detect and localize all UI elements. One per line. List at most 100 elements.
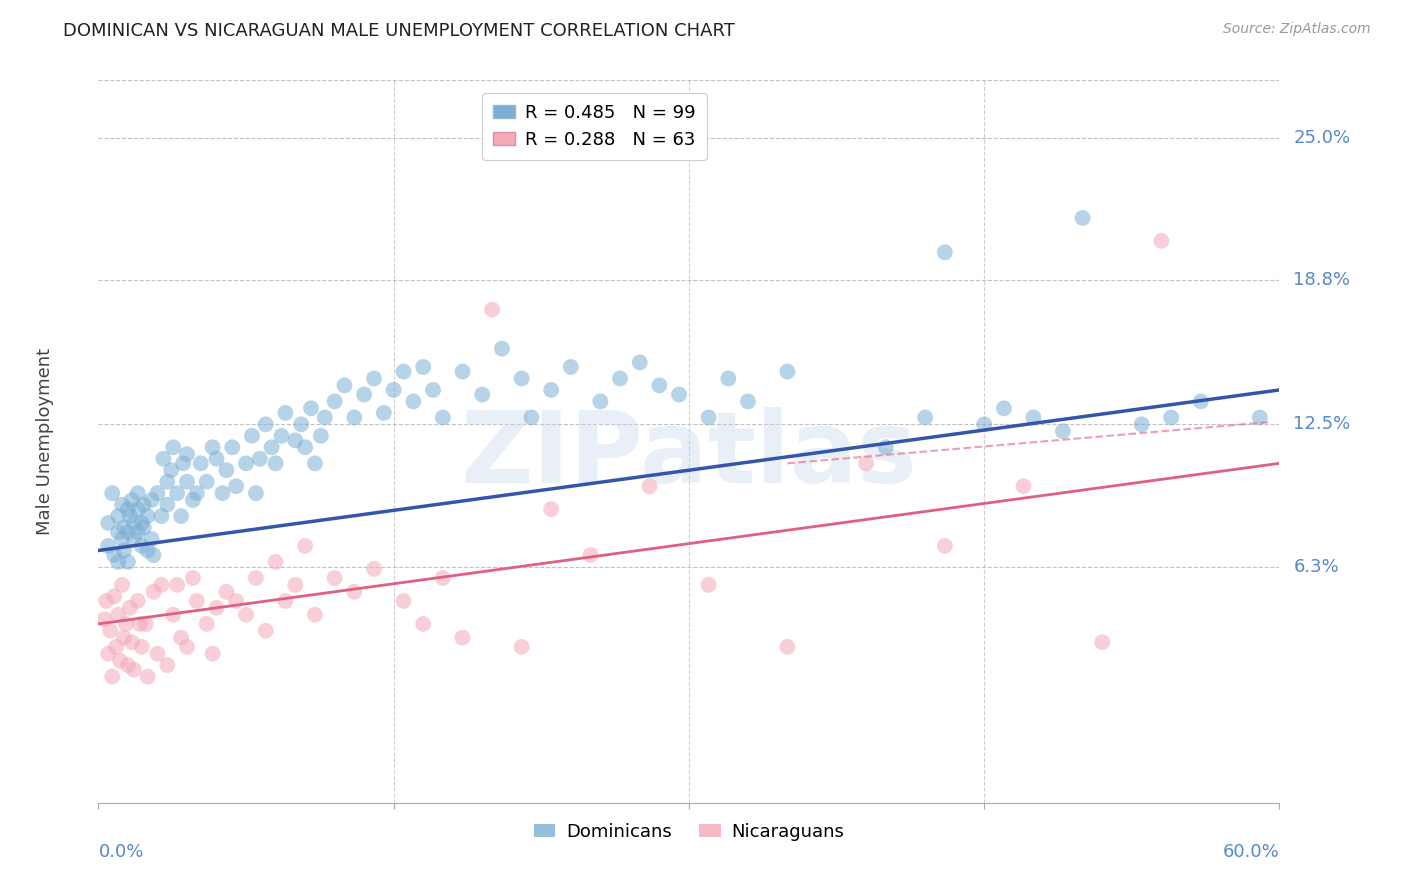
Dominicans — [97, 516, 120, 530]
Nicaraguans — [294, 539, 316, 553]
Dominicans — [122, 516, 145, 530]
Nicaraguans — [176, 640, 198, 654]
Dominicans — [520, 410, 543, 425]
Nicaraguans — [118, 600, 141, 615]
Dominicans — [668, 387, 690, 401]
Dominicans — [136, 509, 159, 524]
Text: 6.3%: 6.3% — [1294, 558, 1339, 575]
Dominicans — [181, 493, 204, 508]
Nicaraguans — [451, 631, 474, 645]
Nicaraguans — [97, 647, 120, 661]
Nicaraguans — [776, 640, 799, 654]
Nicaraguans — [96, 594, 118, 608]
Nicaraguans — [195, 616, 218, 631]
Nicaraguans — [156, 658, 179, 673]
Dominicans — [127, 486, 149, 500]
Dominicans — [142, 548, 165, 562]
Dominicans — [127, 525, 149, 540]
Dominicans — [156, 475, 179, 489]
Dominicans — [103, 548, 125, 562]
Dominicans — [186, 486, 208, 500]
Dominicans — [117, 555, 139, 569]
Nicaraguans — [122, 663, 145, 677]
Dominicans — [373, 406, 395, 420]
Nicaraguans — [510, 640, 533, 654]
Nicaraguans — [432, 571, 454, 585]
Dominicans — [422, 383, 444, 397]
Text: ZIPatlas: ZIPatlas — [461, 408, 917, 505]
Dominicans — [121, 493, 143, 508]
Text: 25.0%: 25.0% — [1294, 128, 1351, 146]
Nicaraguans — [363, 562, 385, 576]
Dominicans — [205, 451, 228, 466]
Dominicans — [172, 456, 194, 470]
Nicaraguans — [225, 594, 247, 608]
Dominicans — [131, 516, 153, 530]
Nicaraguans — [934, 539, 956, 553]
Nicaraguans — [111, 578, 134, 592]
Nicaraguans — [254, 624, 277, 638]
Nicaraguans — [245, 571, 267, 585]
Nicaraguans — [323, 571, 346, 585]
Dominicans — [1189, 394, 1212, 409]
Nicaraguans — [579, 548, 602, 562]
Nicaraguans — [304, 607, 326, 622]
Dominicans — [993, 401, 1015, 416]
Dominicans — [107, 509, 129, 524]
Nicaraguans — [98, 624, 121, 638]
Dominicans — [717, 371, 740, 385]
Nicaraguans — [146, 647, 169, 661]
Dominicans — [264, 456, 287, 470]
Nicaraguans — [235, 607, 257, 622]
Text: 12.5%: 12.5% — [1294, 416, 1351, 434]
Nicaraguans — [274, 594, 297, 608]
Nicaraguans — [117, 658, 139, 673]
Dominicans — [176, 447, 198, 461]
Nicaraguans — [181, 571, 204, 585]
Dominicans — [589, 394, 612, 409]
Dominicans — [309, 429, 332, 443]
Dominicans — [195, 475, 218, 489]
Text: 60.0%: 60.0% — [1223, 843, 1279, 861]
Dominicans — [392, 365, 415, 379]
Dominicans — [609, 371, 631, 385]
Nicaraguans — [264, 555, 287, 569]
Nicaraguans — [108, 654, 131, 668]
Nicaraguans — [412, 616, 434, 631]
Nicaraguans — [201, 647, 224, 661]
Dominicans — [560, 359, 582, 374]
Dominicans — [201, 440, 224, 454]
Nicaraguans — [101, 670, 124, 684]
Nicaraguans — [162, 607, 184, 622]
Nicaraguans — [215, 584, 238, 599]
Dominicans — [343, 410, 366, 425]
Dominicans — [107, 525, 129, 540]
Nicaraguans — [142, 584, 165, 599]
Nicaraguans — [284, 578, 307, 592]
Dominicans — [117, 502, 139, 516]
Nicaraguans — [697, 578, 720, 592]
Dominicans — [162, 440, 184, 454]
Dominicans — [875, 440, 897, 454]
Nicaraguans — [392, 594, 415, 608]
Dominicans — [118, 509, 141, 524]
Dominicans — [156, 498, 179, 512]
Dominicans — [152, 451, 174, 466]
Text: DOMINICAN VS NICARAGUAN MALE UNEMPLOYMENT CORRELATION CHART: DOMINICAN VS NICARAGUAN MALE UNEMPLOYMEN… — [63, 22, 735, 40]
Nicaraguans — [131, 640, 153, 654]
Dominicans — [190, 456, 212, 470]
Dominicans — [274, 406, 297, 420]
Dominicans — [270, 429, 292, 443]
Dominicans — [323, 394, 346, 409]
Dominicans — [284, 434, 307, 448]
Dominicans — [160, 463, 183, 477]
Text: 18.8%: 18.8% — [1294, 271, 1350, 289]
Dominicans — [245, 486, 267, 500]
Text: 0.0%: 0.0% — [98, 843, 143, 861]
Dominicans — [737, 394, 759, 409]
Dominicans — [131, 539, 153, 553]
Nicaraguans — [107, 607, 129, 622]
Dominicans — [146, 486, 169, 500]
Dominicans — [97, 539, 120, 553]
Dominicans — [1052, 424, 1074, 438]
